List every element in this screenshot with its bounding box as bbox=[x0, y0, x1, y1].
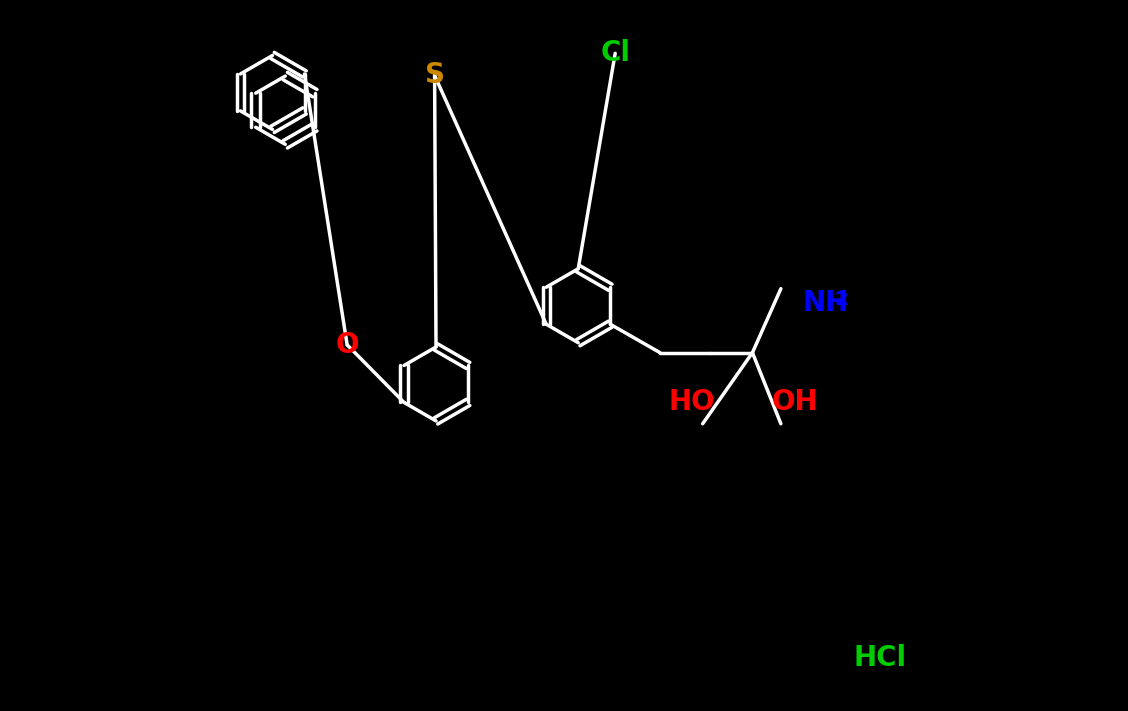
Text: Cl: Cl bbox=[600, 39, 631, 68]
Text: O: O bbox=[335, 331, 359, 359]
Text: NH: NH bbox=[802, 289, 848, 317]
Text: HO: HO bbox=[669, 388, 715, 417]
Text: HCl: HCl bbox=[854, 643, 907, 672]
Text: S: S bbox=[424, 61, 444, 90]
Text: 2: 2 bbox=[835, 290, 848, 309]
Text: OH: OH bbox=[772, 388, 819, 417]
